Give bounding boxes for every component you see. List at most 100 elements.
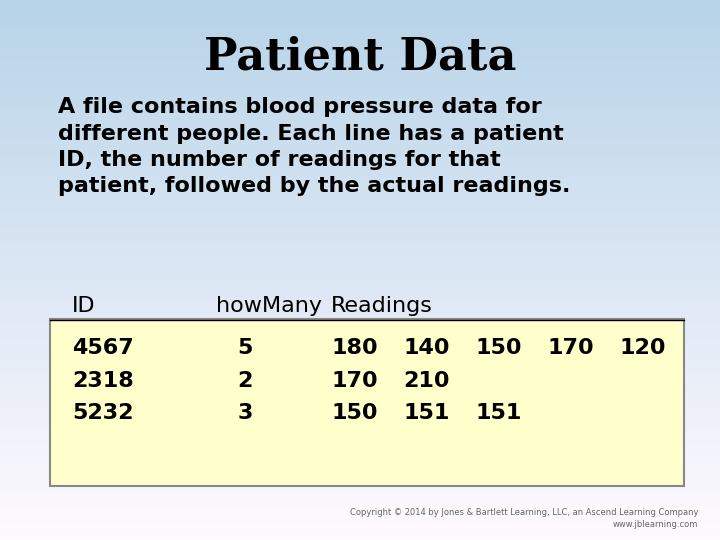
Bar: [0, 313, 720, 319]
Bar: [0, 119, 720, 124]
Bar: [0, 497, 720, 502]
Bar: [0, 243, 720, 248]
Bar: [0, 319, 720, 324]
Text: 210: 210: [403, 370, 450, 391]
Bar: [0, 421, 720, 427]
Bar: [0, 70, 720, 76]
Bar: [0, 432, 720, 437]
Bar: [0, 238, 720, 243]
Text: 3: 3: [237, 403, 253, 423]
Bar: [0, 502, 720, 508]
Text: howMany: howMany: [216, 296, 322, 316]
Text: 150: 150: [331, 403, 378, 423]
Text: ID: ID: [72, 296, 96, 316]
Bar: [0, 437, 720, 443]
Bar: [0, 221, 720, 227]
Text: 2318: 2318: [72, 370, 134, 391]
Text: 170: 170: [331, 370, 378, 391]
Bar: [0, 49, 720, 54]
Bar: [0, 454, 720, 459]
Text: 5: 5: [237, 338, 253, 359]
Bar: [0, 194, 720, 200]
Bar: [0, 97, 720, 103]
Bar: [0, 200, 720, 205]
Bar: [0, 383, 720, 389]
Bar: [0, 32, 720, 38]
Bar: [0, 459, 720, 464]
Bar: [0, 0, 720, 5]
Bar: [0, 227, 720, 232]
Bar: [0, 76, 720, 81]
Text: 4567: 4567: [72, 338, 134, 359]
FancyBboxPatch shape: [50, 319, 684, 486]
Bar: [0, 389, 720, 394]
Bar: [0, 324, 720, 329]
Bar: [0, 216, 720, 221]
Bar: [0, 394, 720, 400]
Bar: [0, 11, 720, 16]
Text: 151: 151: [403, 403, 449, 423]
Bar: [0, 65, 720, 70]
Text: 140: 140: [403, 338, 450, 359]
Bar: [0, 513, 720, 518]
Bar: [0, 103, 720, 108]
Bar: [0, 486, 720, 491]
Bar: [0, 167, 720, 173]
Bar: [0, 475, 720, 481]
Bar: [0, 400, 720, 405]
Bar: [0, 157, 720, 162]
Bar: [0, 86, 720, 92]
Bar: [0, 470, 720, 475]
Bar: [0, 27, 720, 32]
Bar: [0, 378, 720, 383]
Bar: [0, 292, 720, 297]
Bar: [0, 270, 720, 275]
Bar: [0, 248, 720, 254]
Bar: [0, 281, 720, 286]
Text: 180: 180: [331, 338, 378, 359]
Bar: [0, 356, 720, 362]
Bar: [0, 448, 720, 454]
Bar: [0, 38, 720, 43]
Bar: [0, 124, 720, 130]
Bar: [0, 5, 720, 11]
Text: 151: 151: [475, 403, 521, 423]
Bar: [0, 184, 720, 189]
Bar: [0, 254, 720, 259]
Bar: [0, 410, 720, 416]
Bar: [0, 524, 720, 529]
Text: Readings: Readings: [331, 296, 433, 316]
Bar: [0, 481, 720, 486]
Text: 150: 150: [475, 338, 522, 359]
Bar: [0, 464, 720, 470]
Bar: [0, 162, 720, 167]
Bar: [0, 59, 720, 65]
Bar: [0, 151, 720, 157]
Bar: [0, 140, 720, 146]
Bar: [0, 491, 720, 497]
Bar: [0, 113, 720, 119]
Bar: [0, 427, 720, 432]
Bar: [0, 22, 720, 27]
Bar: [0, 178, 720, 184]
Bar: [0, 308, 720, 313]
Bar: [0, 362, 720, 367]
Text: Copyright © 2014 by Jones & Bartlett Learning, LLC, an Ascend Learning Company
w: Copyright © 2014 by Jones & Bartlett Lea…: [350, 508, 698, 529]
Bar: [0, 173, 720, 178]
Text: Patient Data: Patient Data: [204, 35, 516, 78]
Bar: [0, 81, 720, 86]
Bar: [0, 265, 720, 270]
Bar: [0, 135, 720, 140]
Bar: [0, 302, 720, 308]
Bar: [0, 92, 720, 97]
Bar: [0, 146, 720, 151]
Bar: [0, 416, 720, 421]
Bar: [0, 54, 720, 59]
Bar: [0, 508, 720, 513]
Bar: [0, 535, 720, 540]
Bar: [0, 335, 720, 340]
Bar: [0, 329, 720, 335]
Text: A file contains blood pressure data for
different people. Each line has a patien: A file contains blood pressure data for …: [58, 97, 570, 197]
Bar: [0, 43, 720, 49]
Bar: [0, 205, 720, 211]
